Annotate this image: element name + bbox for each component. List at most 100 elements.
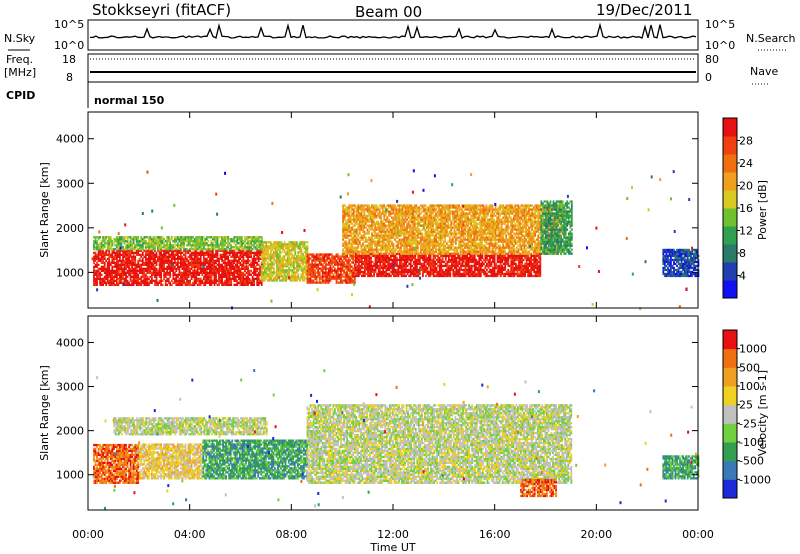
echo-cell bbox=[431, 265, 433, 267]
echo-cell bbox=[539, 259, 541, 261]
echo-cell bbox=[348, 241, 350, 243]
echo-cell bbox=[459, 271, 461, 273]
echo-cell bbox=[425, 269, 427, 271]
echo-cell bbox=[514, 261, 516, 263]
echo-cell bbox=[175, 252, 177, 254]
echo-cell bbox=[255, 272, 257, 274]
echo-cell bbox=[204, 264, 206, 266]
echo-cell bbox=[139, 270, 141, 272]
echo-cell bbox=[151, 254, 153, 256]
echo-cell bbox=[402, 215, 404, 217]
echo-cell bbox=[235, 258, 237, 260]
echo-cell bbox=[445, 259, 447, 261]
echo-cell bbox=[206, 258, 208, 260]
echo-cell bbox=[480, 259, 482, 261]
echo-cell bbox=[221, 280, 223, 282]
echo-cell bbox=[364, 261, 366, 263]
echo-cell bbox=[422, 233, 424, 235]
echo-cell bbox=[108, 274, 110, 276]
echo-cell bbox=[426, 208, 428, 210]
echo-cell bbox=[415, 212, 417, 214]
echo-cell bbox=[350, 217, 352, 219]
echo-cell bbox=[243, 254, 245, 256]
echo-cell bbox=[383, 212, 385, 214]
echo-cell bbox=[379, 263, 381, 265]
echo-cell bbox=[442, 259, 444, 261]
echo-cell bbox=[175, 264, 177, 266]
echo-cell bbox=[407, 271, 409, 273]
echo-cell bbox=[182, 252, 184, 254]
echo-cell bbox=[359, 225, 361, 227]
echo-cell bbox=[432, 247, 434, 249]
echo-cell bbox=[426, 235, 428, 237]
echo-cell bbox=[432, 251, 434, 253]
echo-cell bbox=[296, 279, 298, 281]
echo-cell bbox=[449, 271, 451, 273]
echo-cell bbox=[121, 268, 123, 270]
echo-cell bbox=[304, 275, 306, 277]
echo-cell bbox=[340, 266, 342, 268]
echo-cell bbox=[102, 270, 104, 272]
echo-cell bbox=[375, 269, 377, 271]
echo-cell bbox=[510, 273, 512, 275]
echo-cell bbox=[290, 251, 292, 253]
echo-cell bbox=[536, 259, 538, 261]
nsky-tick-top: 10^5 bbox=[54, 18, 84, 31]
echo-cell bbox=[389, 210, 391, 212]
echo-cell bbox=[243, 284, 245, 286]
echo-cell bbox=[376, 273, 378, 275]
echo-cell bbox=[456, 261, 458, 263]
echo-cell bbox=[449, 261, 451, 263]
echo-cell bbox=[414, 239, 416, 241]
echo-cell bbox=[169, 264, 171, 266]
cpid-label: CPID bbox=[6, 89, 35, 102]
echo-cell bbox=[346, 278, 348, 280]
echo-cell bbox=[383, 210, 385, 212]
echo-cell bbox=[405, 217, 407, 219]
echo-cell bbox=[425, 257, 427, 259]
echo-cell bbox=[182, 274, 184, 276]
echo-cell bbox=[401, 257, 403, 259]
echo-cell bbox=[212, 268, 214, 270]
echo-cell bbox=[352, 276, 354, 278]
echo-cell bbox=[402, 253, 404, 255]
echo-cell bbox=[517, 259, 519, 261]
echo-cell bbox=[261, 273, 263, 275]
echo-cell bbox=[385, 215, 387, 217]
echo-cell bbox=[521, 261, 523, 263]
echo-cell bbox=[104, 280, 106, 282]
echo-cell bbox=[371, 251, 373, 253]
echo-cell bbox=[507, 259, 509, 261]
echo-cell bbox=[426, 241, 428, 243]
echo-cell bbox=[523, 265, 525, 267]
echo-cell bbox=[121, 262, 123, 264]
echo-cell bbox=[414, 243, 416, 245]
echo-cell bbox=[433, 259, 435, 261]
echo-cell bbox=[96, 270, 98, 272]
echo-cell bbox=[504, 259, 506, 261]
echo-cell bbox=[224, 258, 226, 260]
echo-cell bbox=[507, 261, 509, 263]
echo-cell bbox=[347, 235, 349, 237]
echo-cell bbox=[396, 249, 398, 251]
echo-cell bbox=[255, 270, 257, 272]
echo-cell bbox=[243, 268, 245, 270]
echo-cell bbox=[407, 259, 409, 261]
echo-cell bbox=[148, 284, 150, 286]
echo-cell bbox=[402, 229, 404, 231]
echo-cell bbox=[489, 259, 491, 261]
echo-cell bbox=[291, 273, 293, 275]
echo-cell bbox=[156, 276, 158, 278]
echo-cell bbox=[396, 219, 398, 221]
echo-cell bbox=[383, 239, 385, 241]
echo-cell bbox=[182, 264, 184, 266]
echo-cell bbox=[486, 263, 488, 265]
echo-cell bbox=[114, 276, 116, 278]
echo-cell bbox=[250, 256, 252, 258]
echo-cell bbox=[136, 268, 138, 270]
echo-cell bbox=[328, 278, 330, 280]
echo-cell bbox=[405, 235, 407, 237]
echo-cell bbox=[137, 280, 139, 282]
echo-cell bbox=[353, 247, 355, 249]
echo-cell bbox=[102, 284, 104, 286]
